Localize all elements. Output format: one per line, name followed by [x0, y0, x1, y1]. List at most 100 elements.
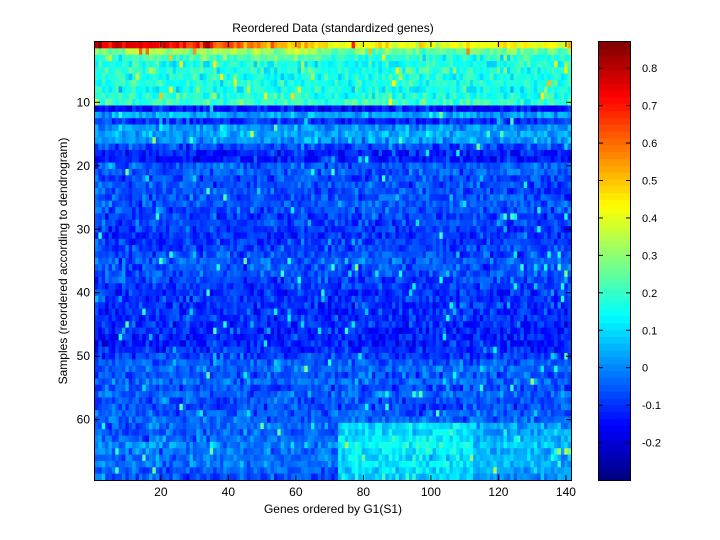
heatmap-cell — [452, 226, 457, 234]
heatmap-cell — [341, 207, 346, 214]
heatmap-cell — [324, 61, 329, 68]
heatmap-cell — [500, 143, 505, 151]
heatmap-cell — [473, 181, 478, 189]
heatmap-cell — [466, 48, 471, 56]
heatmap-cell — [392, 143, 397, 151]
heatmap-cell — [199, 48, 204, 56]
heatmap-cell — [253, 143, 258, 151]
heatmap-cell — [327, 137, 332, 145]
heatmap-cell — [314, 143, 319, 151]
heatmap-cell — [527, 118, 532, 126]
heatmap-cell — [162, 232, 167, 240]
heatmap-cell — [192, 156, 197, 164]
heatmap-cell — [388, 124, 393, 132]
heatmap-cell — [412, 143, 417, 151]
heatmap-cell — [405, 73, 410, 81]
heatmap-cell — [452, 92, 457, 100]
heatmap-cell — [456, 92, 461, 100]
heatmap-cell — [361, 168, 366, 176]
heatmap-cell — [263, 181, 268, 189]
heatmap-cell — [334, 137, 339, 145]
heatmap-cell — [527, 226, 532, 234]
heatmap-cell — [540, 73, 545, 81]
heatmap-cell — [327, 99, 332, 107]
heatmap-cell — [520, 207, 525, 214]
heatmap-cell — [105, 194, 110, 202]
heatmap-cell — [253, 137, 258, 145]
heatmap-cell — [381, 99, 386, 107]
heatmap-cell — [523, 111, 528, 119]
heatmap-cell — [304, 200, 309, 208]
heatmap-cell — [132, 42, 137, 49]
heatmap-cell — [179, 226, 184, 234]
heatmap-cell — [479, 194, 484, 202]
heatmap-cell — [155, 168, 160, 176]
heatmap-cell — [469, 67, 474, 75]
heatmap-cell — [192, 92, 197, 100]
heatmap-cell — [547, 99, 552, 107]
heatmap-cell — [513, 200, 518, 208]
heatmap-cell — [398, 73, 403, 81]
heatmap-cell — [186, 194, 191, 202]
heatmap-cell — [489, 137, 494, 145]
heatmap-cell — [304, 207, 309, 214]
heatmap-cell — [324, 73, 329, 81]
heatmap-cell — [324, 181, 329, 189]
heatmap-cell — [145, 124, 150, 132]
heatmap-cell — [375, 42, 380, 49]
heatmap-cell — [324, 130, 329, 138]
heatmap-cell — [496, 111, 501, 119]
heatmap-cell — [554, 42, 559, 49]
heatmap-cell — [314, 149, 319, 157]
heatmap-cell — [479, 181, 484, 189]
heatmap-cell — [246, 207, 251, 214]
heatmap-cell — [226, 92, 231, 100]
heatmap-cell — [564, 213, 569, 221]
heatmap-cell — [311, 118, 316, 126]
heatmap-cell — [324, 175, 329, 183]
heatmap-cell — [540, 226, 545, 234]
heatmap-cell — [395, 200, 400, 208]
heatmap-cell — [209, 207, 214, 214]
heatmap-cell — [385, 175, 390, 183]
heatmap-cell — [199, 73, 204, 81]
heatmap-cell — [543, 86, 548, 94]
heatmap-cell — [533, 111, 538, 119]
heatmap-cell — [253, 99, 258, 107]
heatmap-cell — [402, 48, 407, 56]
heatmap-cell — [230, 61, 235, 68]
heatmap-cell — [331, 194, 336, 202]
heatmap-cell — [334, 130, 339, 138]
heatmap-cell — [368, 143, 373, 151]
heatmap-cell — [442, 92, 447, 100]
heatmap-cell — [402, 200, 407, 208]
heatmap-cell — [513, 219, 518, 227]
heatmap-cell — [537, 92, 542, 100]
heatmap-cell — [432, 130, 437, 138]
heatmap-cell — [216, 137, 221, 145]
heatmap-cell — [257, 188, 262, 195]
heatmap-cell — [95, 48, 99, 56]
heatmap-cell — [206, 73, 211, 81]
heatmap-cell — [554, 200, 559, 208]
heatmap-cell — [179, 86, 184, 94]
heatmap-cell — [530, 86, 535, 94]
heatmap-cell — [284, 86, 289, 94]
heatmap-cell — [223, 54, 228, 62]
heatmap-cell — [189, 80, 194, 88]
heatmap-cell — [317, 226, 322, 234]
heatmap-cell — [344, 175, 349, 183]
heatmap-cell — [527, 105, 532, 113]
heatmap-cell — [297, 200, 302, 208]
heatmap-cell — [344, 61, 349, 68]
heatmap-cell — [341, 118, 346, 126]
heatmap-cell — [142, 188, 147, 195]
heatmap-cell — [311, 99, 316, 107]
heatmap-cell — [371, 105, 376, 113]
heatmap-cell — [307, 92, 312, 100]
heatmap-cell — [560, 137, 565, 145]
heatmap-cell — [375, 92, 380, 100]
heatmap-cell — [172, 124, 177, 132]
heatmap-cell — [196, 162, 201, 170]
heatmap-cell — [149, 219, 153, 227]
